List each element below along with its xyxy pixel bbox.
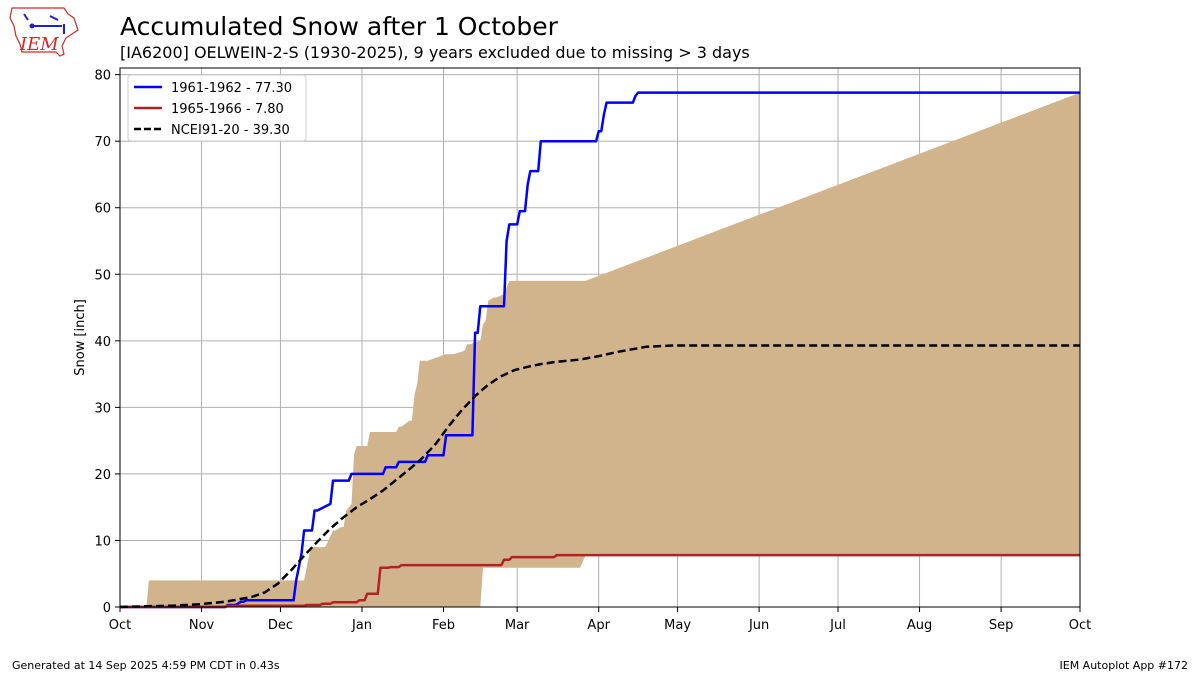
y-tick-label: 70 [94, 135, 111, 150]
autoplot-app-label: IEM Autoplot App #172 [1059, 659, 1189, 672]
range-band-area [120, 92, 1080, 608]
weather-symbols [23, 13, 65, 34]
x-tick-label: Sep [989, 618, 1014, 633]
chart-subtitle: [IA6200] OELWEIN-2-S (1930-2025), 9 year… [120, 43, 750, 62]
x-tick-label: Nov [189, 618, 215, 633]
generated-timestamp: Generated at 14 Sep 2025 4:59 PM CDT in … [12, 659, 280, 672]
series-1961-1962-line [120, 91, 1080, 609]
iem-logo: IEM [9, 7, 79, 57]
plot-frame [119, 67, 1081, 608]
x-tick-label: Mar [505, 618, 530, 633]
y-tick-label: 40 [94, 335, 111, 350]
legend-item-1961-1962-label: 1961-1962 - 77.30 [171, 81, 292, 96]
series-layer [119, 91, 1080, 609]
legend-box [127, 74, 307, 142]
chart-title: Accumulated Snow after 1 October [120, 12, 558, 41]
y-tick-label: 30 [94, 401, 111, 416]
y-axis-label: Snow [inch] [73, 299, 88, 376]
legend: 1961-1962 - 77.30 1965-1966 - 7.80 NCEI91-… [127, 74, 307, 142]
x-tick-label: Jan [351, 618, 372, 633]
y-tick-label: 0 [103, 601, 111, 616]
y-tick-label: 10 [94, 534, 111, 549]
x-tick-label: Aug [907, 618, 932, 633]
y-tick-label: 20 [94, 468, 111, 483]
legend-item-1965-1966-label: 1965-1966 - 7.80 [171, 102, 284, 117]
y-tick-label: 60 [94, 202, 111, 217]
logo-text: IEM [19, 34, 59, 55]
x-tick-label: Apr [587, 618, 610, 633]
x-tick-label: Jul [829, 618, 846, 633]
x-tick-label: May [664, 618, 691, 633]
x-tick-label: Jun [748, 618, 769, 633]
axes-layer: Oct Nov Dec Jan Feb Mar Apr May Jun Jul Aug Sep Oct 0… [73, 67, 1091, 633]
series-1965-1966-line [120, 553, 1080, 609]
y-tick-label: 80 [94, 69, 111, 84]
x-tick-label: Oct [109, 618, 131, 633]
x-tick-label: Dec [268, 618, 293, 633]
weather-dot [29, 23, 35, 29]
x-tick-label: Feb [432, 618, 455, 633]
range-band-layer [120, 92, 1080, 608]
series-ncei91-20-line [119, 344, 1080, 609]
x-tick-label: Oct [1069, 618, 1091, 633]
y-tick-label: 50 [94, 268, 111, 283]
legend-item-ncei91-20-label: NCEI91-20 - 39.30 [171, 123, 290, 138]
